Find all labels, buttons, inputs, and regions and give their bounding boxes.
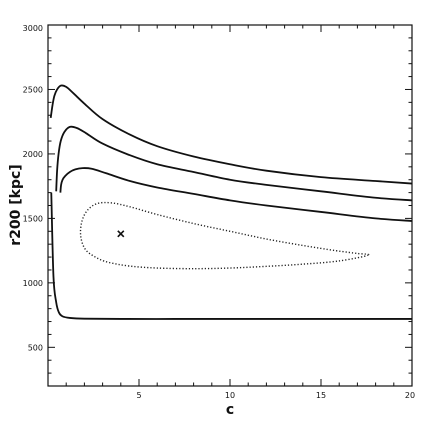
plot-frame	[47, 24, 413, 387]
y-tick-label: 2500	[23, 85, 43, 94]
x-tick-label: 5	[136, 391, 141, 400]
solid-contour-3	[49, 84, 413, 185]
y-tick-label: 1000	[23, 279, 43, 288]
marker-stroke-b	[117, 230, 125, 238]
y-tick-label: 500	[28, 343, 43, 352]
solid-contour-1	[59, 167, 413, 222]
tick-label-group: 5 10 15 20 500 1000 1500 2000 2500 3000	[23, 24, 415, 400]
y-tick-label: 2000	[23, 150, 43, 159]
y-tick-label: 3000	[23, 24, 43, 33]
x-tick-label: 15	[316, 391, 326, 400]
contour-group	[49, 84, 413, 320]
y-axis-label: r200 [kpc]	[8, 164, 24, 245]
y-tick-label: 1500	[23, 214, 43, 223]
x-tick-label: 20	[405, 391, 415, 400]
x-axis-label: c	[226, 402, 234, 418]
best-fit-marker	[117, 230, 125, 238]
solid-contour-2	[55, 125, 413, 202]
x-tick-label: 10	[225, 391, 235, 400]
solid-contour-4	[50, 192, 412, 320]
